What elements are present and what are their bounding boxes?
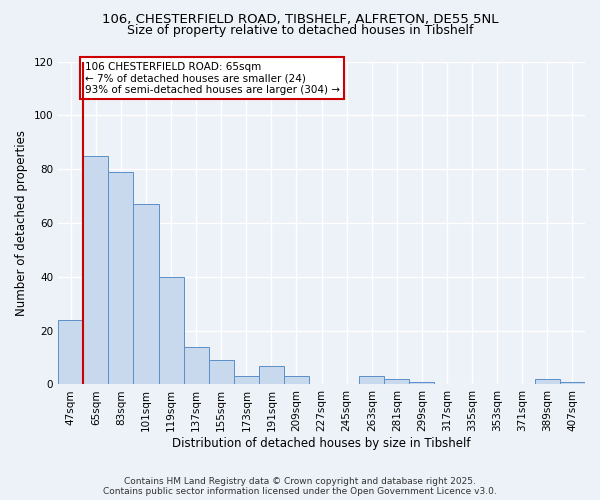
Bar [359, 376, 385, 384]
Bar [385, 379, 409, 384]
Bar [133, 204, 158, 384]
Bar [184, 347, 209, 385]
Text: 106 CHESTERFIELD ROAD: 65sqm
← 7% of detached houses are smaller (24)
93% of sem: 106 CHESTERFIELD ROAD: 65sqm ← 7% of det… [85, 62, 340, 94]
Bar [109, 172, 133, 384]
Bar [209, 360, 234, 384]
Bar [535, 379, 560, 384]
Bar [83, 156, 109, 384]
Bar [409, 382, 434, 384]
Bar [58, 320, 83, 384]
Bar [158, 277, 184, 384]
Bar [259, 366, 284, 384]
Text: Contains HM Land Registry data © Crown copyright and database right 2025.
Contai: Contains HM Land Registry data © Crown c… [103, 476, 497, 496]
Text: Size of property relative to detached houses in Tibshelf: Size of property relative to detached ho… [127, 24, 473, 37]
Bar [560, 382, 585, 384]
X-axis label: Distribution of detached houses by size in Tibshelf: Distribution of detached houses by size … [172, 437, 471, 450]
Bar [284, 376, 309, 384]
Bar [234, 376, 259, 384]
Y-axis label: Number of detached properties: Number of detached properties [15, 130, 28, 316]
Text: 106, CHESTERFIELD ROAD, TIBSHELF, ALFRETON, DE55 5NL: 106, CHESTERFIELD ROAD, TIBSHELF, ALFRET… [102, 12, 498, 26]
